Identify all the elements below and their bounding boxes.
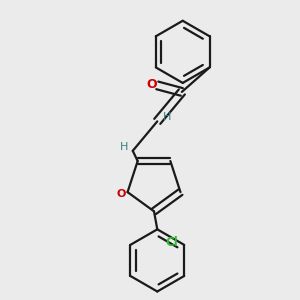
- Text: H: H: [163, 112, 171, 122]
- Text: H: H: [119, 142, 128, 152]
- Text: Cl: Cl: [165, 236, 178, 249]
- Text: O: O: [146, 78, 157, 91]
- Text: O: O: [117, 189, 126, 199]
